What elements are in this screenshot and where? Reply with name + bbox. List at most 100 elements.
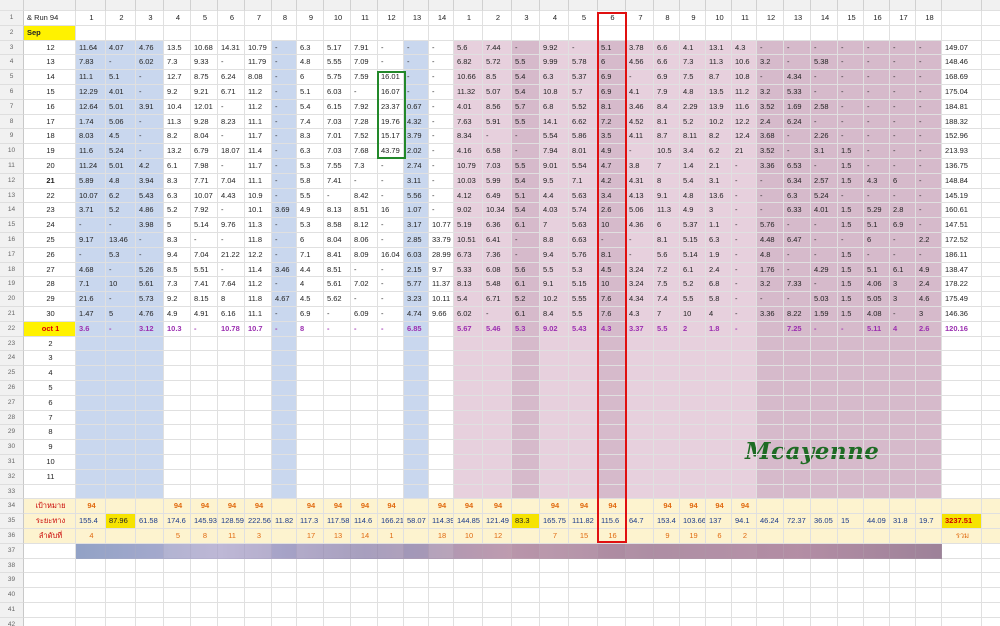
table-cell[interactable]: - [732, 218, 757, 233]
table-cell[interactable] [351, 395, 378, 411]
table-cell[interactable]: 10.1 [245, 203, 272, 219]
table-cell[interactable]: 145.19 [942, 188, 982, 204]
table-cell[interactable] [654, 366, 680, 381]
table-cell[interactable] [757, 529, 784, 544]
header-cell[interactable]: 10 [706, 11, 732, 26]
table-cell[interactable]: 4.9 [598, 144, 626, 159]
table-cell[interactable] [136, 484, 164, 500]
table-cell[interactable] [297, 588, 324, 603]
table-cell[interactable] [654, 381, 680, 396]
row-label[interactable]: 14 [24, 70, 76, 85]
table-cell[interactable] [191, 588, 218, 603]
table-cell[interactable] [404, 603, 429, 618]
table-cell[interactable] [429, 617, 454, 626]
table-cell[interactable] [890, 440, 916, 455]
table-cell[interactable] [272, 395, 297, 411]
row-label[interactable]: oct 1 [24, 321, 76, 337]
table-cell[interactable] [838, 543, 864, 559]
table-cell[interactable]: - [512, 233, 540, 248]
table-cell[interactable]: 6.73 [454, 247, 483, 263]
month-row-cell[interactable] [429, 25, 454, 41]
table-cell[interactable]: - [218, 159, 245, 174]
table-cell[interactable]: 172.52 [942, 233, 982, 248]
table-cell[interactable]: 94 [164, 499, 191, 515]
table-cell[interactable]: 147.51 [942, 218, 982, 233]
table-cell[interactable]: - [757, 173, 784, 189]
table-cell[interactable] [626, 484, 654, 500]
table-cell[interactable]: 3.52 [757, 144, 784, 159]
table-cell[interactable] [982, 573, 1000, 589]
table-cell[interactable]: 11.37 [429, 277, 454, 293]
table-cell[interactable] [245, 558, 272, 574]
table-cell[interactable] [404, 484, 429, 500]
table-cell[interactable] [982, 189, 1000, 204]
table-cell[interactable] [598, 366, 626, 381]
table-cell[interactable] [272, 543, 297, 559]
table-cell[interactable]: 9.92 [540, 40, 569, 56]
table-cell[interactable] [191, 617, 218, 626]
table-cell[interactable]: - [916, 99, 942, 115]
table-cell[interactable] [864, 410, 890, 426]
month-row-cell[interactable] [245, 25, 272, 41]
table-cell[interactable]: 5.06 [106, 114, 136, 130]
table-cell[interactable] [982, 411, 1000, 426]
table-cell[interactable]: 111.82 [569, 514, 598, 529]
table-cell[interactable] [378, 588, 404, 603]
table-cell[interactable] [916, 558, 942, 574]
column-header-X[interactable] [680, 0, 706, 11]
table-cell[interactable]: 145.93 [191, 514, 218, 529]
table-cell[interactable] [378, 381, 404, 396]
table-cell[interactable] [916, 529, 942, 544]
table-cell[interactable]: - [429, 114, 454, 130]
table-cell[interactable]: 7.33 [784, 277, 811, 293]
column-header-Y[interactable] [706, 0, 732, 11]
table-cell[interactable]: 5.86 [569, 129, 598, 145]
table-cell[interactable] [706, 603, 732, 618]
table-cell[interactable]: 3.36 [757, 159, 784, 174]
table-cell[interactable]: - [512, 144, 540, 159]
table-cell[interactable]: 5.4 [454, 292, 483, 307]
month-row-cell[interactable] [654, 25, 680, 41]
table-cell[interactable]: - [404, 40, 429, 56]
table-cell[interactable] [324, 558, 351, 574]
table-cell[interactable] [76, 617, 106, 626]
table-cell[interactable] [680, 484, 706, 500]
table-cell[interactable] [982, 322, 1000, 337]
table-cell[interactable]: 5.43 [136, 188, 164, 204]
table-cell[interactable]: - [404, 55, 429, 71]
table-cell[interactable]: - [351, 262, 378, 278]
table-cell[interactable]: 11.1 [76, 70, 106, 85]
table-cell[interactable]: 8.09 [351, 247, 378, 263]
table-cell[interactable]: 5.43 [569, 321, 598, 337]
table-cell[interactable] [706, 558, 732, 574]
table-cell[interactable]: - [732, 277, 757, 293]
table-cell[interactable] [351, 543, 378, 559]
row-number[interactable]: 6 [0, 85, 24, 100]
table-cell[interactable]: 9.28 [191, 114, 218, 130]
table-cell[interactable] [106, 336, 136, 352]
table-cell[interactable]: 28.99 [429, 247, 454, 263]
table-cell[interactable] [654, 395, 680, 411]
table-cell[interactable]: 94 [297, 499, 324, 515]
table-cell[interactable]: 9.17 [76, 233, 106, 248]
table-cell[interactable]: 58.07 [404, 514, 429, 529]
table-cell[interactable]: - [890, 99, 916, 115]
table-cell[interactable]: 9.1 [540, 277, 569, 293]
table-cell[interactable]: 6.33 [784, 203, 811, 219]
table-cell[interactable]: 5.4 [512, 85, 540, 100]
table-cell[interactable]: 7.44 [483, 40, 512, 56]
table-cell[interactable] [512, 469, 540, 485]
table-cell[interactable]: 1.9 [706, 247, 732, 263]
table-cell[interactable] [272, 484, 297, 500]
month-row-cell[interactable] [351, 25, 378, 41]
row-label[interactable]: 7 [24, 410, 76, 426]
table-cell[interactable] [136, 617, 164, 626]
table-cell[interactable] [784, 336, 811, 352]
table-cell[interactable]: 5.75 [324, 70, 351, 85]
table-cell[interactable]: 16 [378, 203, 404, 219]
table-cell[interactable]: - [429, 85, 454, 100]
table-cell[interactable]: 94.1 [732, 514, 757, 529]
month-row-cell[interactable] [838, 25, 864, 41]
header-cell[interactable]: 17 [890, 11, 916, 26]
table-cell[interactable]: 7.41 [191, 277, 218, 293]
